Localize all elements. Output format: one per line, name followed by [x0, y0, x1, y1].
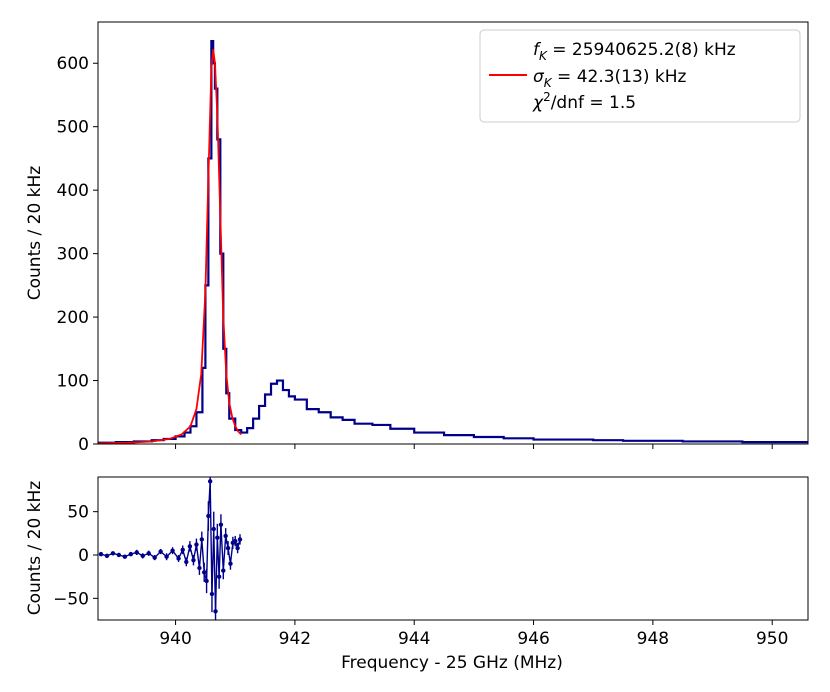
main-y-tick-label: 100: [57, 372, 89, 392]
residual-point: [202, 570, 207, 575]
residual-point: [215, 535, 220, 540]
residual-y-tick-label: 50: [67, 503, 89, 523]
main-y-tick-label: 200: [57, 308, 89, 328]
residual-point: [235, 545, 240, 551]
legend-box: [479, 29, 801, 123]
residual-point: [116, 552, 122, 558]
residual-point: [204, 578, 209, 584]
residual-point: [187, 544, 193, 549]
residual-point: [225, 545, 231, 551]
residual-point: [213, 609, 218, 614]
residual-point: [209, 591, 215, 597]
x-tick-label: 940: [159, 629, 191, 649]
residual-point: [158, 549, 163, 554]
residual-point: [146, 551, 151, 556]
residual-y-tick-label: 0: [78, 546, 89, 566]
residual-point: [164, 554, 169, 559]
residual-point: [122, 554, 128, 559]
residual-point: [237, 537, 243, 542]
residual-point: [110, 551, 116, 556]
residual-line: [100, 481, 241, 612]
x-tick-label: 950: [756, 629, 788, 649]
residual-point: [170, 548, 175, 553]
main-y-tick-label: 0: [78, 435, 89, 455]
main-y-tick-label: 300: [57, 245, 89, 265]
residual-point: [211, 526, 216, 532]
main-y-tick-label: 600: [57, 54, 89, 74]
x-axis-label: Frequency - 25 GHz (MHz): [341, 653, 563, 673]
residual-point: [207, 479, 213, 484]
histogram-series: [98, 39, 808, 444]
residual-point: [221, 568, 226, 573]
residual-point: [176, 556, 181, 561]
x-tick-label: 942: [279, 629, 311, 649]
main-y-tick-label: 500: [57, 118, 89, 138]
residual-point: [180, 547, 185, 552]
x-tick-label: 946: [517, 629, 549, 649]
residual-point: [218, 522, 224, 527]
main-plot-frame: [97, 21, 809, 445]
residual-point: [206, 513, 211, 519]
residual-point: [223, 533, 228, 539]
residual-point: [134, 550, 139, 555]
residual-point: [98, 551, 104, 557]
residual-point: [140, 553, 145, 559]
main-y-axis-label: Counts / 20 kHz: [25, 166, 45, 301]
residual-y-tick-label: −50: [53, 589, 89, 609]
legend-entry-frequency: fK = 25940625.2(8) kHz: [533, 40, 736, 63]
residual-plot-frame: [97, 476, 809, 621]
residual-point: [184, 559, 189, 565]
legend-entry-sigma: σK = 42.3(13) kHz: [533, 67, 686, 90]
residual-point: [191, 558, 196, 563]
main-y-tick-label: 400: [57, 181, 89, 201]
residual-point: [197, 565, 202, 571]
residual-point: [194, 542, 199, 547]
x-tick-label: 944: [398, 629, 430, 649]
residual-point: [233, 538, 238, 544]
residual-point: [216, 574, 222, 579]
residual-point: [104, 553, 110, 559]
fit-series: [98, 49, 242, 444]
residual-point: [152, 555, 157, 560]
main-panel: 0 100 200 300 400 500 600: [57, 21, 809, 455]
legend-entry-chi2: χ2/dnf = 1.5: [532, 90, 636, 113]
x-tick-label: 948: [637, 629, 669, 649]
residual-y-axis-label: Counts / 20 kHz: [25, 481, 45, 616]
residual-point: [199, 537, 205, 542]
legend: fK = 25940625.2(8) kHz σK = 42.3(13) kHzχ…: [479, 29, 801, 123]
residual-point: [128, 551, 134, 557]
residual-point: [228, 561, 233, 566]
residual-panel: 940 942 944 946 948 950 −50 0 50: [53, 476, 809, 649]
